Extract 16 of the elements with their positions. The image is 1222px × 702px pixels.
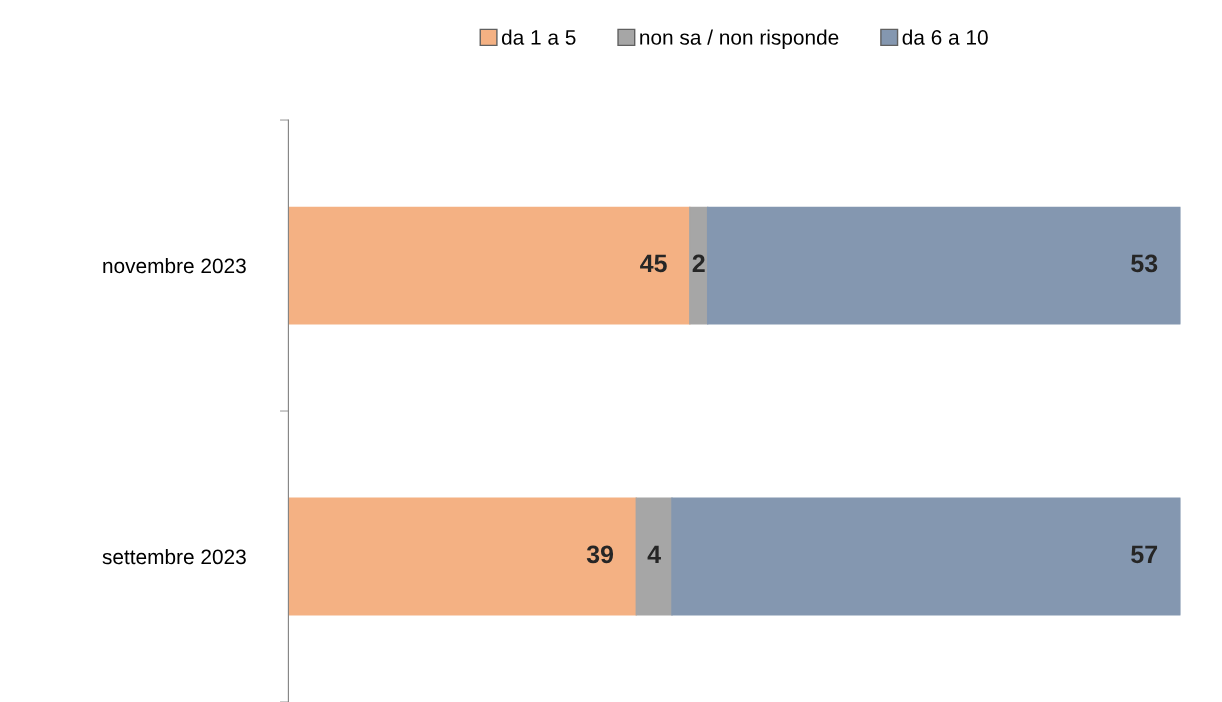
- legend-label: da 1 a 5: [501, 29, 576, 45]
- legend-label: da 6 a 10: [902, 29, 988, 45]
- bar: [706, 206, 1181, 325]
- data-label: 39: [586, 545, 614, 564]
- bar: [288, 206, 691, 325]
- bar: [288, 497, 637, 616]
- bar: [671, 497, 1181, 616]
- data-label: 53: [1131, 254, 1158, 273]
- bar: [635, 497, 673, 616]
- data-label: 4: [647, 545, 661, 563]
- y-tick-label: novembre 2023: [103, 257, 246, 274]
- data-label: 2: [692, 254, 705, 272]
- data-label: 57: [1131, 545, 1158, 564]
- y-tick-label: settembre 2023: [102, 548, 246, 565]
- legend-label: non sa / non risponde: [640, 29, 839, 49]
- data-label: 45: [640, 254, 667, 273]
